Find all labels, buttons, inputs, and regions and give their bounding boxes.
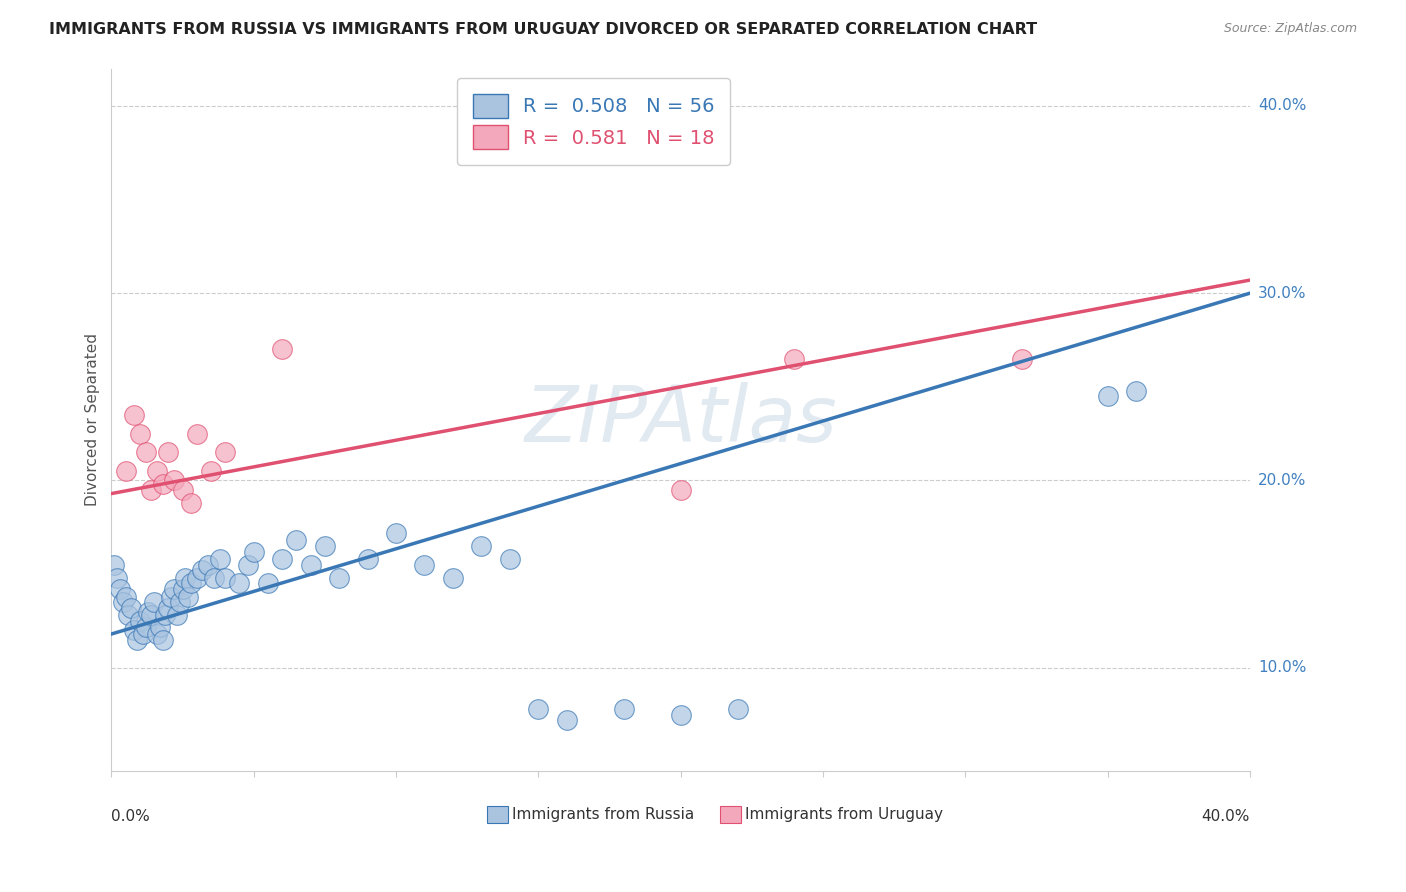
Point bbox=[1125, 384, 1147, 398]
Point bbox=[141, 608, 163, 623]
Point bbox=[441, 571, 464, 585]
Point bbox=[299, 558, 322, 572]
Point bbox=[180, 496, 202, 510]
Text: 10.0%: 10.0% bbox=[1258, 660, 1306, 675]
Point bbox=[257, 576, 280, 591]
Point bbox=[146, 464, 169, 478]
Point bbox=[214, 445, 236, 459]
Point bbox=[214, 571, 236, 585]
Point bbox=[114, 590, 136, 604]
Point bbox=[160, 590, 183, 604]
Text: 20.0%: 20.0% bbox=[1258, 473, 1306, 488]
Point bbox=[149, 619, 172, 633]
Point bbox=[103, 558, 125, 572]
Point bbox=[108, 582, 131, 596]
Point bbox=[122, 624, 145, 638]
Point bbox=[177, 590, 200, 604]
Point bbox=[191, 563, 214, 577]
Point bbox=[356, 552, 378, 566]
Point bbox=[527, 702, 550, 716]
Point bbox=[172, 483, 194, 497]
Point bbox=[385, 525, 408, 540]
Point bbox=[169, 595, 191, 609]
Point bbox=[727, 702, 749, 716]
Point bbox=[314, 539, 336, 553]
Point bbox=[180, 576, 202, 591]
Point bbox=[157, 600, 180, 615]
Point bbox=[200, 464, 222, 478]
Point bbox=[271, 552, 294, 566]
Point bbox=[228, 576, 250, 591]
Text: Immigrants from Russia: Immigrants from Russia bbox=[512, 806, 695, 822]
Text: Source: ZipAtlas.com: Source: ZipAtlas.com bbox=[1223, 22, 1357, 36]
Point bbox=[125, 632, 148, 647]
Point bbox=[669, 483, 692, 497]
Point bbox=[117, 608, 139, 623]
Point bbox=[163, 582, 186, 596]
Text: 40.0%: 40.0% bbox=[1202, 809, 1250, 824]
Point bbox=[669, 707, 692, 722]
Bar bbox=[720, 805, 741, 823]
Point bbox=[143, 595, 166, 609]
Point bbox=[555, 713, 578, 727]
Point bbox=[105, 571, 128, 585]
Point bbox=[197, 558, 219, 572]
Point bbox=[135, 619, 157, 633]
Point bbox=[470, 539, 492, 553]
Point bbox=[285, 533, 308, 548]
Text: IMMIGRANTS FROM RUSSIA VS IMMIGRANTS FROM URUGUAY DIVORCED OR SEPARATED CORRELAT: IMMIGRANTS FROM RUSSIA VS IMMIGRANTS FRO… bbox=[49, 22, 1038, 37]
Point bbox=[152, 632, 174, 647]
Point bbox=[499, 552, 522, 566]
Point bbox=[135, 445, 157, 459]
Point bbox=[271, 343, 294, 357]
Y-axis label: Divorced or Separated: Divorced or Separated bbox=[86, 333, 100, 506]
Point bbox=[1097, 389, 1119, 403]
Point bbox=[114, 464, 136, 478]
Text: 0.0%: 0.0% bbox=[111, 809, 150, 824]
Point bbox=[783, 351, 806, 366]
Point bbox=[242, 544, 264, 558]
Point bbox=[174, 571, 197, 585]
Point bbox=[146, 627, 169, 641]
Point bbox=[208, 552, 231, 566]
Point bbox=[328, 571, 350, 585]
Text: ZIPAtlas: ZIPAtlas bbox=[524, 382, 837, 458]
Point bbox=[120, 600, 142, 615]
Point bbox=[128, 614, 150, 628]
Point bbox=[163, 474, 186, 488]
Point bbox=[122, 408, 145, 422]
Point bbox=[152, 477, 174, 491]
Legend: R =  0.508   N = 56, R =  0.581   N = 18: R = 0.508 N = 56, R = 0.581 N = 18 bbox=[457, 78, 730, 165]
Point bbox=[413, 558, 436, 572]
Point bbox=[202, 571, 225, 585]
Point bbox=[141, 483, 163, 497]
Point bbox=[111, 595, 134, 609]
Point bbox=[186, 426, 208, 441]
Point bbox=[128, 426, 150, 441]
Point bbox=[132, 627, 155, 641]
Point bbox=[1011, 351, 1033, 366]
Text: Immigrants from Uruguay: Immigrants from Uruguay bbox=[745, 806, 943, 822]
Point bbox=[613, 702, 636, 716]
Bar bbox=[486, 805, 508, 823]
Point bbox=[138, 605, 160, 619]
Point bbox=[155, 608, 177, 623]
Text: 40.0%: 40.0% bbox=[1258, 98, 1306, 113]
Point bbox=[186, 571, 208, 585]
Point bbox=[172, 582, 194, 596]
Text: 30.0%: 30.0% bbox=[1258, 285, 1306, 301]
Point bbox=[166, 608, 188, 623]
Point bbox=[236, 558, 259, 572]
Point bbox=[157, 445, 180, 459]
